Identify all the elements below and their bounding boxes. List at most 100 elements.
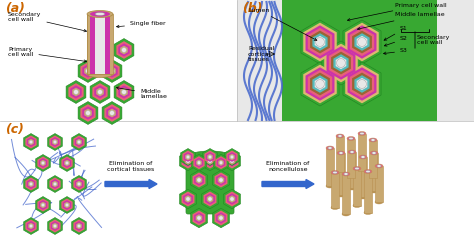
- Polygon shape: [204, 151, 216, 164]
- Circle shape: [77, 224, 81, 228]
- Polygon shape: [94, 43, 106, 57]
- Polygon shape: [92, 83, 108, 101]
- Polygon shape: [355, 75, 370, 93]
- Circle shape: [357, 80, 366, 88]
- Polygon shape: [84, 109, 92, 117]
- Bar: [282, 0, 437, 121]
- Polygon shape: [185, 157, 191, 165]
- Polygon shape: [75, 137, 83, 147]
- Polygon shape: [224, 189, 240, 209]
- Polygon shape: [27, 137, 35, 147]
- Polygon shape: [48, 134, 62, 151]
- Polygon shape: [312, 33, 328, 51]
- Circle shape: [357, 38, 366, 46]
- Circle shape: [230, 155, 234, 159]
- Polygon shape: [226, 191, 238, 206]
- Ellipse shape: [331, 171, 339, 174]
- Circle shape: [65, 161, 69, 165]
- Polygon shape: [205, 155, 215, 167]
- Circle shape: [53, 224, 57, 228]
- Polygon shape: [24, 175, 38, 192]
- Polygon shape: [212, 208, 229, 228]
- Circle shape: [29, 140, 33, 144]
- Text: S2: S2: [384, 37, 408, 46]
- Circle shape: [77, 140, 81, 144]
- Polygon shape: [40, 202, 46, 208]
- Bar: [348, 152, 356, 188]
- Polygon shape: [183, 155, 193, 167]
- Polygon shape: [345, 23, 379, 61]
- Circle shape: [186, 155, 190, 159]
- Circle shape: [186, 197, 190, 201]
- Ellipse shape: [353, 204, 361, 207]
- Polygon shape: [27, 221, 35, 231]
- Circle shape: [85, 68, 91, 74]
- Bar: [342, 174, 350, 214]
- Polygon shape: [218, 176, 224, 184]
- Polygon shape: [207, 195, 213, 203]
- Bar: [369, 140, 377, 178]
- Polygon shape: [72, 134, 86, 151]
- Circle shape: [197, 216, 201, 220]
- FancyArrow shape: [262, 180, 314, 189]
- Ellipse shape: [370, 189, 378, 193]
- Ellipse shape: [87, 10, 113, 17]
- Polygon shape: [214, 154, 228, 171]
- Polygon shape: [64, 160, 70, 166]
- FancyArrow shape: [105, 180, 157, 189]
- Polygon shape: [215, 211, 228, 226]
- Bar: [95, 14, 105, 74]
- Polygon shape: [196, 176, 202, 184]
- Polygon shape: [27, 179, 35, 189]
- Ellipse shape: [339, 152, 343, 154]
- Polygon shape: [104, 62, 119, 80]
- Polygon shape: [120, 88, 128, 96]
- Polygon shape: [63, 200, 71, 210]
- Ellipse shape: [347, 175, 355, 180]
- Circle shape: [53, 182, 57, 186]
- Polygon shape: [333, 54, 348, 72]
- Circle shape: [29, 224, 33, 228]
- Circle shape: [109, 111, 114, 115]
- Polygon shape: [310, 30, 330, 53]
- Circle shape: [77, 182, 81, 186]
- Polygon shape: [205, 193, 215, 205]
- Circle shape: [337, 59, 346, 68]
- Polygon shape: [207, 154, 213, 160]
- Text: Primary cell wall: Primary cell wall: [347, 2, 447, 21]
- Circle shape: [230, 197, 234, 201]
- Polygon shape: [63, 158, 71, 168]
- Polygon shape: [315, 36, 325, 48]
- Ellipse shape: [337, 151, 345, 155]
- Polygon shape: [201, 151, 219, 171]
- Polygon shape: [194, 212, 204, 224]
- Polygon shape: [76, 181, 82, 187]
- Polygon shape: [60, 197, 74, 213]
- Polygon shape: [120, 45, 128, 54]
- Polygon shape: [215, 173, 228, 188]
- Bar: [87, 14, 113, 74]
- Polygon shape: [28, 223, 34, 229]
- Polygon shape: [81, 104, 96, 122]
- Ellipse shape: [360, 132, 364, 135]
- Text: (c): (c): [5, 123, 24, 136]
- Ellipse shape: [364, 211, 372, 214]
- Polygon shape: [201, 189, 219, 209]
- Text: Elimination of
cortical tissues: Elimination of cortical tissues: [108, 161, 155, 172]
- Bar: [237, 0, 474, 121]
- Polygon shape: [203, 153, 217, 168]
- Circle shape: [316, 80, 324, 88]
- Ellipse shape: [358, 168, 366, 173]
- Bar: [337, 153, 345, 195]
- Ellipse shape: [366, 170, 370, 173]
- Polygon shape: [26, 177, 36, 190]
- Polygon shape: [73, 136, 85, 149]
- Polygon shape: [61, 198, 73, 212]
- Polygon shape: [24, 218, 38, 234]
- Polygon shape: [324, 44, 358, 82]
- Polygon shape: [37, 198, 49, 212]
- Circle shape: [208, 159, 212, 163]
- Polygon shape: [356, 78, 367, 90]
- Ellipse shape: [353, 166, 361, 171]
- Polygon shape: [306, 25, 335, 59]
